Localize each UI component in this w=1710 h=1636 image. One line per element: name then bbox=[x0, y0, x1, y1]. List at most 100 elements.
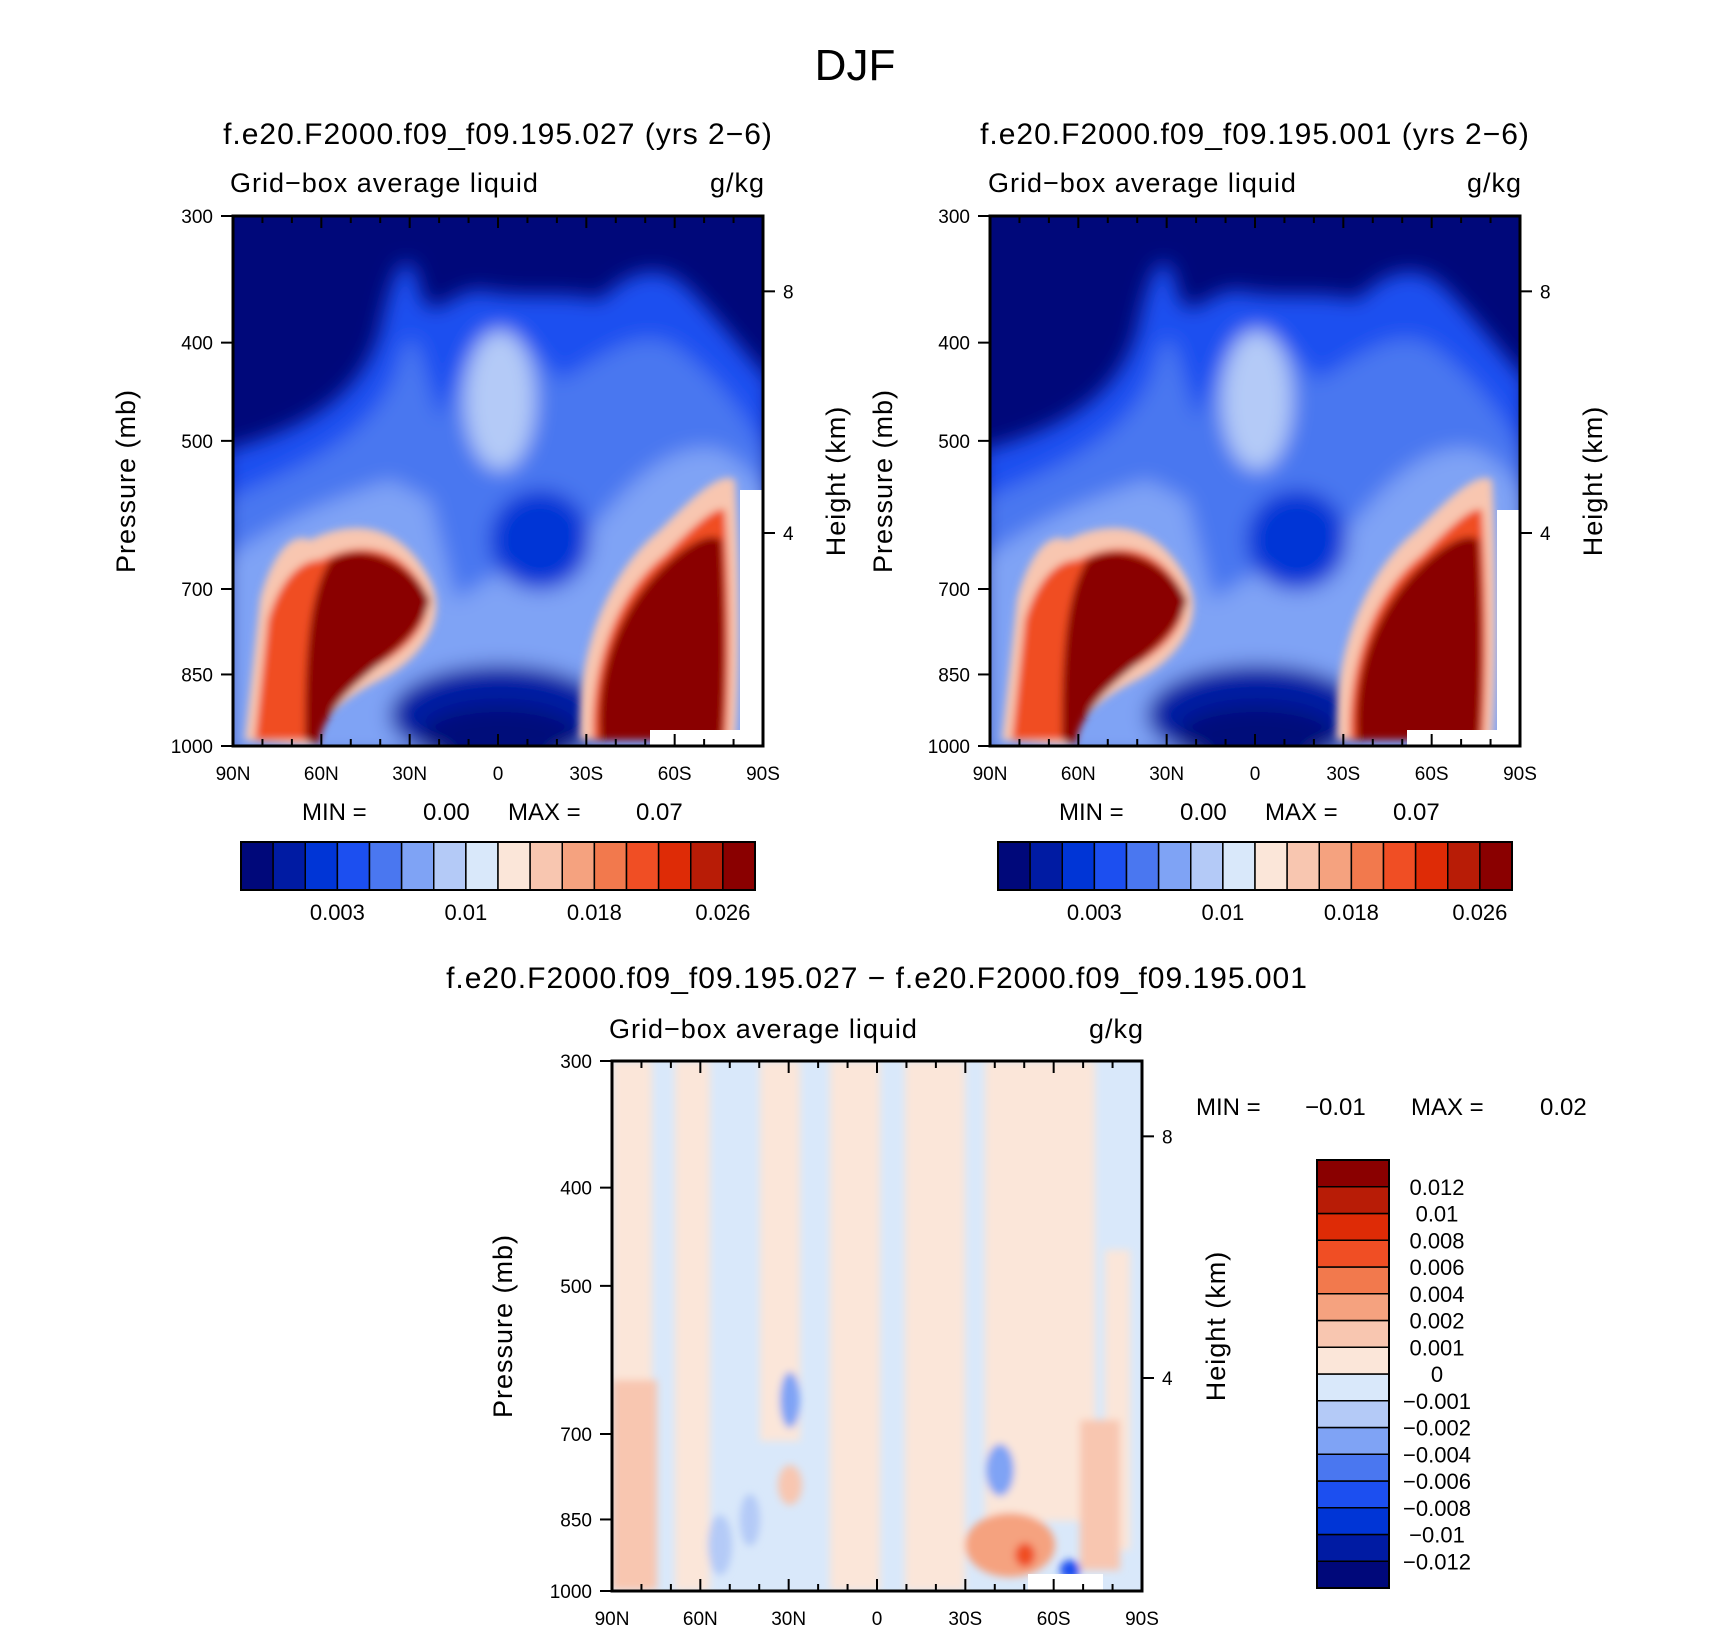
colorbar-swatch bbox=[1479, 841, 1513, 891]
max-label: MAX = bbox=[1265, 799, 1338, 826]
colorbar-label: 0.008 bbox=[1409, 1228, 1464, 1253]
colorbar-swatch bbox=[1316, 1533, 1390, 1562]
y-tick-label: 400 bbox=[181, 334, 213, 355]
x-tick-label: 30S bbox=[1326, 764, 1360, 785]
colorbar-label: 0.006 bbox=[1409, 1255, 1464, 1280]
colorbar-swatch bbox=[1316, 1266, 1390, 1295]
colorbar-swatch bbox=[1382, 841, 1417, 891]
max-value: 0.07 bbox=[636, 799, 683, 826]
colorbar-swatch bbox=[1316, 1346, 1390, 1375]
x-tick-label: 30N bbox=[392, 764, 427, 785]
colorbar: 0.0120.010.0080.0060.0040.0020.0010−0.00… bbox=[1316, 1159, 1471, 1589]
x-tick-label: 90S bbox=[1503, 764, 1537, 785]
positive-band bbox=[985, 1061, 1095, 1521]
colorbar-swatch bbox=[1222, 841, 1256, 891]
colorbar-label: 0.01 bbox=[1201, 900, 1244, 925]
colorbar-label: −0.006 bbox=[1403, 1469, 1471, 1494]
panel-difference: f.e20.F2000.f09_f09.195.027 − f.e20.F200… bbox=[446, 962, 1587, 1630]
x-tick-label: 0 bbox=[872, 1609, 883, 1630]
min-value: −0.01 bbox=[1305, 1094, 1366, 1121]
equatorial-upper-cloud bbox=[465, 330, 535, 470]
equatorial-surface-min bbox=[1177, 705, 1337, 746]
x-ticks: 90N 60N 30N 0 30S 60S 90S bbox=[595, 1061, 1159, 1630]
colorbar-label: −0.004 bbox=[1403, 1442, 1471, 1467]
colorbar-label: 0.01 bbox=[444, 900, 487, 925]
negative-anomaly bbox=[708, 1515, 732, 1575]
colorbar-swatch bbox=[1350, 841, 1385, 891]
colorbar-frame bbox=[997, 841, 1513, 891]
colorbar-label: −0.002 bbox=[1403, 1416, 1471, 1441]
positive-anomaly bbox=[778, 1465, 802, 1505]
missing-data-patch bbox=[1028, 1574, 1103, 1592]
colorbar-swatch bbox=[497, 841, 531, 891]
negative-anomaly bbox=[780, 1372, 800, 1428]
colorbar-swatch bbox=[1318, 841, 1353, 891]
y-ticks: 300 400 500 700 850 1000 8 4 bbox=[550, 1052, 1173, 1603]
y-tick-label: 400 bbox=[938, 334, 970, 355]
y-tick-label: 500 bbox=[181, 432, 213, 453]
colorbar-swatch bbox=[1125, 841, 1160, 891]
colorbar-label: 0.026 bbox=[695, 900, 750, 925]
colorbar-swatch bbox=[336, 841, 371, 891]
colorbar-swatch bbox=[1316, 1239, 1390, 1268]
y-ticks: 300 400 500 700 850 1000 8 4 bbox=[928, 207, 1551, 758]
colorbar-swatch bbox=[240, 841, 274, 891]
panel-case: f.e20.F2000.f09_f09.195.027 (yrs 2−6) Gr… bbox=[111, 118, 851, 925]
colorbar-swatch bbox=[400, 841, 435, 891]
colorbar-swatch bbox=[1061, 841, 1096, 891]
positive-band bbox=[905, 1061, 965, 1591]
variable-label: Grid−box average liquid bbox=[230, 168, 539, 198]
y-tick-label: 700 bbox=[181, 580, 213, 601]
equatorial-upper-cloud bbox=[1222, 330, 1292, 470]
panel-control: f.e20.F2000.f09_f09.195.001 (yrs 2−6) Gr… bbox=[868, 118, 1608, 925]
colorbar-swatch bbox=[1316, 1319, 1390, 1348]
x-tick-label: 30S bbox=[948, 1609, 982, 1630]
sh-warm-core bbox=[1356, 536, 1482, 740]
equatorial-dry-pocket bbox=[1247, 490, 1347, 590]
colorbar-swatch bbox=[1316, 1212, 1390, 1241]
sh-warm-core bbox=[599, 536, 725, 740]
units-label: g/kg bbox=[1467, 168, 1522, 198]
y-tick-label: 700 bbox=[938, 580, 970, 601]
y-tick-label: 1000 bbox=[928, 737, 970, 758]
y-right-tick-label: 8 bbox=[1540, 282, 1551, 303]
colorbar: 0.003 0.01 0.018 0.026 bbox=[997, 841, 1513, 925]
x-ticks: 90N 60N 30N 0 30S 60S 90S bbox=[216, 216, 780, 785]
y-axis-label: Pressure (mb) bbox=[488, 1234, 518, 1418]
min-label: MIN = bbox=[1059, 799, 1124, 826]
x-ticks: 90N 60N 30N 0 30S 60S 90S bbox=[973, 216, 1537, 785]
colorbar-swatch bbox=[1093, 841, 1128, 891]
min-value: 0.00 bbox=[423, 799, 470, 826]
nh-warm-core bbox=[1062, 552, 1187, 746]
colorbar-label: −0.012 bbox=[1403, 1549, 1471, 1574]
y-tick-label: 700 bbox=[560, 1425, 592, 1446]
colorbar-swatch bbox=[1316, 1293, 1390, 1322]
colorbar-label: −0.008 bbox=[1403, 1496, 1471, 1521]
x-tick-label: 0 bbox=[493, 764, 504, 785]
units-label: g/kg bbox=[1089, 1014, 1144, 1044]
x-tick-label: 0 bbox=[1250, 764, 1261, 785]
colorbar-label: 0.003 bbox=[1067, 900, 1122, 925]
missing-data-patch bbox=[650, 730, 740, 748]
y-tick-label: 500 bbox=[560, 1277, 592, 1298]
colorbar-label: 0.018 bbox=[1324, 900, 1379, 925]
positive-anomaly bbox=[965, 1513, 1055, 1577]
y-tick-label: 850 bbox=[560, 1510, 592, 1531]
x-tick-label: 90N bbox=[973, 764, 1008, 785]
positive-anomaly bbox=[612, 1380, 657, 1590]
x-tick-label: 60N bbox=[683, 1609, 718, 1630]
colorbar-label: 0.004 bbox=[1409, 1282, 1464, 1307]
colorbar-label: 0.003 bbox=[310, 900, 365, 925]
max-value: 0.07 bbox=[1393, 799, 1440, 826]
colorbar-swatch bbox=[433, 841, 467, 891]
x-tick-label: 90N bbox=[216, 764, 251, 785]
y-right-tick-label: 4 bbox=[1540, 524, 1551, 545]
colorbar-label: 0.018 bbox=[567, 900, 622, 925]
colorbar-label: 0.002 bbox=[1409, 1309, 1464, 1334]
plot-frame bbox=[988, 214, 1522, 748]
positive-anomaly bbox=[1080, 1420, 1120, 1570]
colorbar-swatch bbox=[529, 841, 563, 891]
colorbar-swatch bbox=[1316, 1400, 1390, 1429]
nh-warm-core bbox=[305, 552, 430, 746]
colorbar-swatch bbox=[1190, 841, 1224, 891]
